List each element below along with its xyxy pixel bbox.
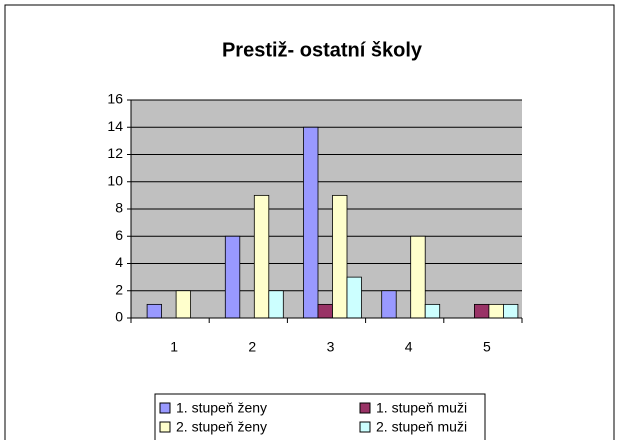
x-tick-label: 1 [170,339,178,355]
bar [502,303,519,319]
y-tick-label: 14 [107,118,123,134]
bar [346,276,362,319]
x-tick-label: 4 [405,339,413,355]
bar [268,290,284,319]
y-tick-label: 4 [115,254,123,270]
x-tick-label: 2 [248,339,256,355]
y-tick-label: 16 [107,91,123,107]
x-tick-label: 5 [483,339,491,355]
y-tick-label: 6 [115,227,123,243]
bar [146,303,163,319]
y-tick-label: 10 [107,172,123,188]
bar [253,194,270,319]
chart-title: Prestiž- ostatní školy [222,39,423,61]
y-tick-label: 8 [115,200,123,216]
legend-label: 2. stupeň muži [376,419,467,435]
legend-marker [159,421,171,433]
legend-box [154,393,486,440]
legend-label: 1. stupeň muži [376,400,467,416]
bar [224,235,241,319]
x-tick-label: 3 [327,339,335,355]
bar [317,303,333,319]
bar [473,303,490,319]
bar [303,126,319,319]
legend-marker [359,421,371,433]
bar [175,290,192,319]
y-tick-label: 12 [107,145,123,161]
bar [410,235,426,319]
bar [332,194,348,319]
y-tick-label: 2 [115,281,123,297]
y-tick-label: 0 [115,309,123,325]
bar [424,303,441,319]
legend-label: 1. stupeň ženy [176,400,267,416]
legend-label: 2. stupeň ženy [176,419,267,435]
legend-marker [359,402,371,414]
bar [381,290,397,319]
bar [488,303,504,319]
legend-marker [159,402,171,414]
